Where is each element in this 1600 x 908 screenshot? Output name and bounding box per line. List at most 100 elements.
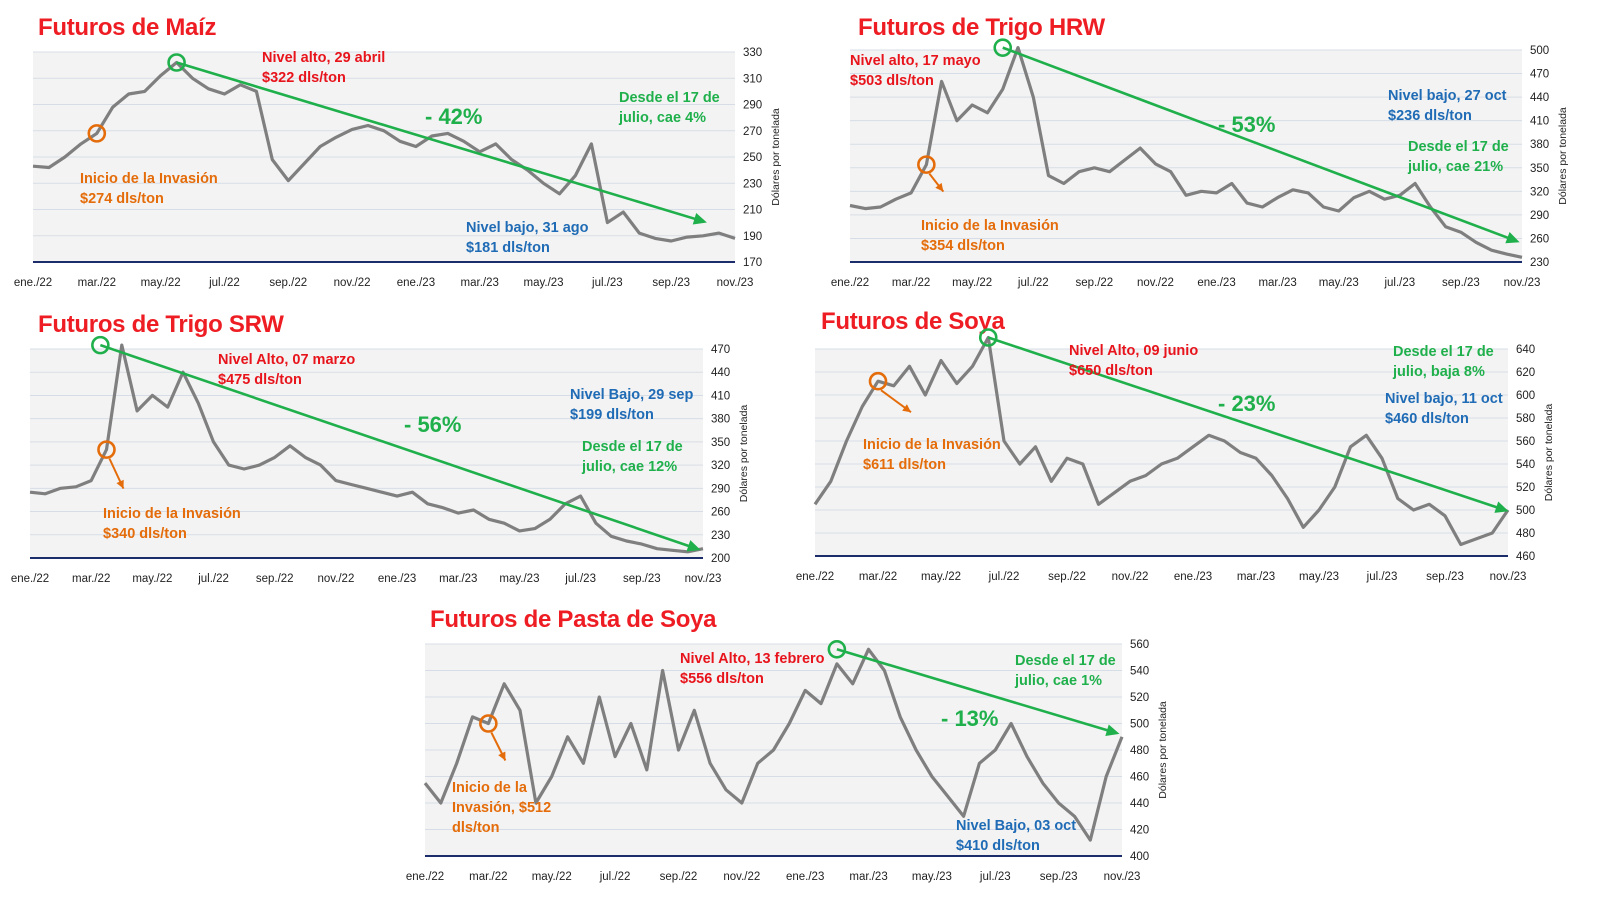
annotation-line: $410 dls/ton <box>956 838 1040 854</box>
y-tick-label: 230 <box>711 530 730 542</box>
plot-area <box>30 349 703 558</box>
chart-soya: 460 480 500 520 540 560 580 600 620 640 Dólares po… <box>796 328 1555 583</box>
y-tick-label: 440 <box>1130 798 1149 810</box>
price-series-line <box>32 60 736 243</box>
july-annotation: Desde el 17 de julio, cae 1% <box>1015 651 1116 691</box>
low-annotation: Nivel bajo, 27 oct $236 dls/ton <box>1388 86 1506 126</box>
price-series-line <box>29 343 704 554</box>
y-tick-label: 400 <box>1130 851 1149 863</box>
y-tick-label: 440 <box>1530 92 1549 104</box>
trend-arrowhead <box>692 212 707 225</box>
annotation-line: Nivel Alto, 09 junio <box>1069 343 1199 359</box>
chart-trigo-hrw: 230 260 290 320 350 380 410 440 470 500 Dólares po… <box>831 38 1569 289</box>
chart-maiz: 170 190 210 230 250 270 290 310 330 Dólares por t… <box>14 47 782 289</box>
panel-pasta-soya: Futuros de Pasta de Soya 400 420 440 460 480… <box>400 600 1200 908</box>
x-tick-label: sep./22 <box>269 277 307 289</box>
annotation-line: Inicio de la Invasión <box>103 506 241 522</box>
y-tick-label: 270 <box>743 126 762 138</box>
percent-change: - 13% <box>941 706 999 731</box>
y-tick-label: 250 <box>743 152 762 164</box>
annotation-line: Desde el 17 de <box>1015 653 1116 669</box>
y-tick-label: 170 <box>743 257 762 269</box>
invasion-arrowhead <box>498 751 506 761</box>
x-tick-label: sep./23 <box>1442 277 1480 289</box>
y-tick-label: 310 <box>743 73 762 85</box>
low-annotation: Nivel Bajo, 03 oct $410 dls/ton <box>956 816 1076 856</box>
chart-title: Futuros de Maíz <box>38 14 217 41</box>
y-tick-label: 620 <box>1516 367 1535 379</box>
invasion-annotation: Inicio de la Invasión $611 dls/ton <box>863 435 1001 475</box>
high-annotation: Nivel Alto, 07 marzo $475 dls/ton <box>218 350 355 390</box>
high-annotation: Nivel alto, 17 mayo $503 dls/ton <box>850 51 981 91</box>
x-tick-label: nov./23 <box>685 573 722 585</box>
y-tick-label: 290 <box>743 100 762 112</box>
x-tick-label: nov./23 <box>717 277 754 289</box>
chart-pasta-soya: 400 420 440 460 480 500 520 540 560 Dólares por t… <box>406 639 1169 883</box>
y-axis-title: Dólares por tonelada <box>770 108 782 206</box>
x-tick-label: ene./23 <box>786 871 824 883</box>
annotation-line: Invasión, $512 <box>452 800 552 816</box>
x-tick-label: mar./23 <box>439 573 477 585</box>
annotation-line: $650 dls/ton <box>1069 363 1153 379</box>
invasion-marker <box>87 124 107 143</box>
y-tick-label: 200 <box>711 553 730 565</box>
y-tick-label: 350 <box>711 437 730 449</box>
panel-maiz: Futuros de Maíz 170 190 210 230 250 270 290 310… <box>0 0 790 300</box>
panel-trigo-srw: Futuros de Trigo SRW 200 230 260 290 320 350 3… <box>0 305 760 595</box>
x-tick-label: ene./22 <box>11 573 49 585</box>
panel-trigo-hrw: Futuros de Trigo HRW 230 260 290 320 350 380 4… <box>820 0 1600 300</box>
annotation-line: Nivel alto, 17 mayo <box>850 53 981 69</box>
july-annotation: Desde el 17 de julio, cae 21% <box>1408 137 1509 177</box>
y-tick-label: 600 <box>1516 390 1535 402</box>
y-tick-label: 230 <box>743 178 762 190</box>
annotation-line: Nivel Bajo, 29 sep <box>570 387 694 403</box>
annotation-line: Inicio de la Invasión <box>921 218 1059 234</box>
x-tick-label: sep./23 <box>623 573 661 585</box>
x-tick-label: nov./22 <box>723 871 760 883</box>
y-tick-label: 500 <box>1530 45 1549 57</box>
high-annotation: Nivel Alto, 13 febrero $556 dls/ton <box>680 649 825 689</box>
trend-arrowhead <box>1494 501 1509 513</box>
annotation-line: julio, cae 4% <box>619 110 707 126</box>
trend-arrowhead <box>686 540 701 552</box>
july-annotation: Desde el 17 de julio, baja 8% <box>1393 342 1494 382</box>
y-tick-label: 500 <box>1130 719 1149 731</box>
annotation-line: $556 dls/ton <box>680 671 764 687</box>
x-tick-label: sep./23 <box>1426 571 1464 583</box>
y-tick-label: 290 <box>711 483 730 495</box>
annotation-line: dls/ton <box>452 820 500 836</box>
annotation-line: Nivel bajo, 11 oct <box>1385 391 1503 407</box>
x-tick-label: jul./22 <box>197 573 229 585</box>
x-tick-label: jul./23 <box>564 573 596 585</box>
july-annotation: Desde el 17 de julio, cae 12% <box>582 437 683 477</box>
x-tick-label: ene./22 <box>14 277 52 289</box>
x-tick-label: may./22 <box>921 571 961 583</box>
annotation-line: julio, cae 1% <box>1015 673 1103 689</box>
x-tick-label: nov./23 <box>1504 277 1541 289</box>
y-tick-label: 410 <box>1530 116 1549 128</box>
x-tick-label: nov./22 <box>317 573 354 585</box>
x-tick-label: mar./22 <box>469 871 507 883</box>
peak-marker <box>827 639 847 659</box>
x-tick-label: jul./23 <box>1366 571 1398 583</box>
x-tick-label: may./22 <box>132 573 172 585</box>
x-tick-label: mar./23 <box>1258 277 1296 289</box>
x-tick-label: jul./23 <box>1383 277 1415 289</box>
trend-arrowhead <box>1105 724 1120 736</box>
invasion-annotation: Inicio de la Invasión $340 dls/ton <box>103 504 241 544</box>
annotation-line: $354 dls/ton <box>921 238 1005 254</box>
trend-line <box>99 343 698 550</box>
chart-title: Futuros de Soya <box>821 308 1005 335</box>
x-tick-label: may./22 <box>141 277 181 289</box>
x-tick-label: may./23 <box>1319 277 1359 289</box>
y-tick-label: 330 <box>743 47 762 59</box>
x-tick-label: nov./23 <box>1490 571 1527 583</box>
x-tick-label: jul./22 <box>599 871 631 883</box>
invasion-marker <box>479 714 498 733</box>
x-tick-label: sep./22 <box>660 871 698 883</box>
invasion-marker <box>97 440 116 459</box>
chart-trigo-srw: 200 230 260 290 320 350 380 410 440 470 Dólares po… <box>11 335 750 585</box>
july-annotation: Desde el 17 de julio, cae 4% <box>619 88 720 128</box>
y-tick-label: 560 <box>1516 436 1535 448</box>
y-tick-label: 640 <box>1516 344 1535 356</box>
